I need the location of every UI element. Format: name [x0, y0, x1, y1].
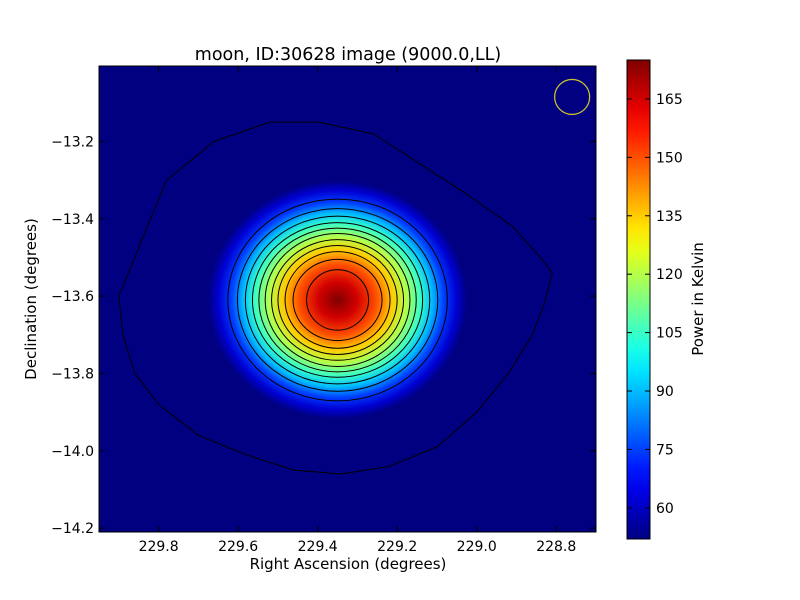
- x-tick-label: 229.0: [457, 539, 497, 555]
- contour-line: [258, 227, 417, 373]
- plot-frame: [98, 65, 597, 533]
- colorbar-label: Power in Kelvin: [689, 242, 707, 356]
- contour-line: [306, 269, 370, 331]
- contour-outer: [118, 121, 553, 475]
- source-glow: [208, 180, 468, 420]
- contour-line: [236, 208, 439, 392]
- x-tick-label: 229.8: [139, 539, 179, 555]
- colorbar-tick-label: 150: [656, 150, 683, 166]
- colorbar-ticks: 60 75 90 105 120 135 150 165: [627, 92, 683, 517]
- contour-line: [271, 239, 405, 361]
- y-tick-label: −14.0: [51, 444, 94, 460]
- colorbar-tick-label: 90: [656, 384, 674, 400]
- colorbar: 60 75 90 105 120 135 150 165: [626, 59, 683, 540]
- x-tick-label: 229.2: [377, 539, 417, 555]
- colorbar-tick-label: 165: [656, 92, 683, 108]
- x-tick-label: 229.4: [298, 539, 338, 555]
- contour-line: [292, 258, 383, 342]
- y-tick-label: −13.2: [51, 134, 94, 150]
- y-tick-label: −13.4: [51, 212, 94, 228]
- colorbar-tick-label: 120: [656, 267, 683, 283]
- contour-line: [264, 232, 411, 367]
- contour-line: [277, 244, 398, 355]
- chart-title: moon, ID:30628 image (9000.0,LL): [195, 45, 501, 65]
- colorbar-tick-label: 135: [656, 209, 683, 225]
- beam-circle: [553, 78, 591, 116]
- contour-line: [251, 222, 424, 378]
- x-tick-label: 229.6: [218, 539, 258, 555]
- plot-area: 229.8 229.6 229.4 229.2 229.0 228.8 −13.2−13.…: [51, 65, 597, 555]
- y-tick-label: −14.2: [51, 521, 94, 537]
- x-axis-ticks: 229.8 229.6 229.4 229.2 229.0 228.8: [139, 66, 576, 555]
- colorbar-tick-label: 105: [656, 326, 683, 342]
- colorbar-tick-label: 60: [656, 501, 674, 517]
- contour-lines: [118, 121, 553, 475]
- contour-line: [227, 198, 448, 402]
- y-axis-label: Declination (degrees): [22, 218, 40, 380]
- x-tick-label: 228.8: [536, 539, 576, 555]
- y-axis-ticks: −13.2 −13.4 −13.6 −13.8 −14.0 −14.2: [51, 134, 596, 537]
- y-tick-label: −13.8: [51, 366, 94, 382]
- y-tick-label: −13.6: [51, 289, 94, 305]
- x-axis-label: Right Ascension (degrees): [250, 555, 447, 573]
- colorbar-tick-label: 75: [656, 442, 674, 458]
- contour-line: [244, 215, 431, 385]
- colorbar-gradient: [626, 59, 651, 540]
- contour-line: [284, 251, 391, 349]
